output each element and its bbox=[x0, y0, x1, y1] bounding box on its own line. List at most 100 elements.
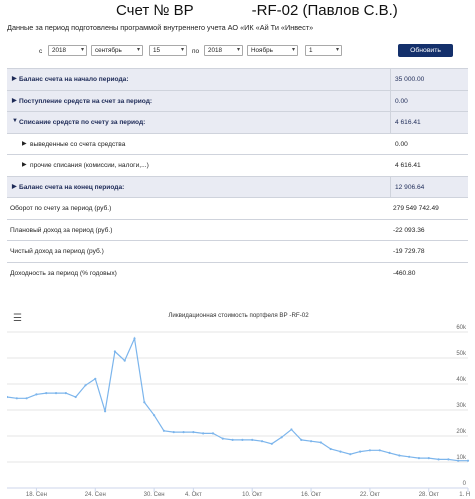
summary-row-value: -460.80 bbox=[393, 269, 416, 277]
y-tick-label: 40k bbox=[456, 377, 467, 383]
data-point bbox=[35, 393, 38, 396]
summary-row[interactable]: ▶ Баланс счета на конец периода: 12 906.64 bbox=[7, 175, 468, 197]
from-day-value: 15 bbox=[153, 47, 161, 54]
x-tick-label: 4. Окт bbox=[185, 492, 202, 498]
triangle-right-icon[interactable]: ▶ bbox=[12, 97, 17, 104]
data-point bbox=[349, 453, 352, 456]
to-month-select[interactable]: Ноябрь ▾ bbox=[247, 45, 298, 56]
title-left: Счет № ВР bbox=[116, 2, 194, 19]
page-title: Счет № ВР -RF-02 (Павлов С.В.) bbox=[116, 2, 398, 19]
summary-row-label: Оборот по счету за период (руб.) bbox=[10, 205, 112, 212]
summary-row-label: Чистый доход за период (руб.) bbox=[10, 248, 104, 255]
from-year-select[interactable]: 2018 ▾ bbox=[48, 45, 87, 56]
summary-row-value: 35 000.00 bbox=[395, 76, 425, 83]
column-divider bbox=[390, 90, 391, 111]
series-line bbox=[7, 336, 468, 462]
data-point bbox=[270, 442, 273, 445]
data-point bbox=[309, 440, 313, 443]
to-day-value: 1 bbox=[309, 47, 313, 54]
summary-row-value: 279 549 742.49 bbox=[393, 205, 439, 212]
column-divider bbox=[390, 69, 391, 90]
data-point bbox=[368, 449, 372, 452]
summary-row-label: Баланс счета на конец периода: bbox=[19, 183, 125, 191]
summary-row-label: Баланс счета на начало периода: bbox=[19, 76, 129, 83]
to-year-select[interactable]: 2018 ▾ bbox=[204, 45, 243, 56]
data-point bbox=[466, 459, 470, 462]
data-point bbox=[7, 395, 9, 399]
y-tick-label: 50k bbox=[456, 351, 467, 357]
from-label: с bbox=[39, 48, 43, 55]
summary-table: ▶ Баланс счета на начало периода: 35 000.0… bbox=[7, 68, 468, 283]
x-tick-label: 24. Сен bbox=[85, 492, 106, 498]
data-point bbox=[133, 337, 136, 340]
data-point bbox=[437, 458, 440, 461]
summary-row[interactable]: ▶ выведенные со счета средства 0.00 bbox=[7, 132, 468, 155]
summary-row: Плановый доход за период (руб.) -22 093.3… bbox=[7, 218, 468, 241]
from-year-value: 2018 bbox=[52, 47, 67, 54]
to-label: по bbox=[192, 48, 200, 55]
summary-row[interactable]: ▶ Поступление средств на счет за период: 0… bbox=[7, 89, 468, 111]
summary-row-value: 0.00 bbox=[395, 140, 408, 148]
triangle-right-icon[interactable]: ▶ bbox=[12, 183, 17, 190]
summary-row: Чистый доход за период (руб.) -19 729.78 bbox=[7, 240, 468, 262]
x-tick-label: 1. Ноя bbox=[459, 492, 470, 498]
menu-icon[interactable]: ☰ bbox=[13, 313, 22, 324]
x-tick-label: 28. Окт bbox=[419, 492, 439, 498]
data-point bbox=[260, 440, 264, 443]
data-point bbox=[300, 438, 303, 441]
from-day-select[interactable]: 15 ▾ bbox=[149, 45, 187, 56]
data-point bbox=[54, 392, 58, 395]
data-point bbox=[74, 395, 77, 399]
data-point bbox=[211, 432, 215, 435]
x-tick-label: 10. Окт bbox=[242, 492, 262, 498]
summary-row-value: 4 616.41 bbox=[395, 162, 421, 169]
chevron-down-icon: ▾ bbox=[236, 47, 240, 53]
data-point bbox=[25, 397, 28, 400]
data-point bbox=[143, 401, 146, 404]
page-subtitle: Данные за период подготовлены программой… bbox=[7, 23, 314, 32]
data-point bbox=[123, 359, 126, 362]
summary-row[interactable]: ▶ прочие списания (комиссии, налоги,...) 4… bbox=[7, 154, 468, 176]
y-tick-label: 10k bbox=[456, 455, 467, 461]
chevron-down-icon: ▾ bbox=[80, 47, 84, 53]
x-tick-label: 18. Сен bbox=[26, 492, 47, 498]
data-point bbox=[290, 428, 293, 431]
period-filters: с 2018 ▾ сентябрь ▾ 15 ▾ по 2018 ▾ Ноябрь ▾ 1… bbox=[0, 44, 475, 60]
chart-svg: 0 10k 20k 30k 40k 50k 60k 18. Сен 24. Сен 30. Сен… bbox=[7, 325, 470, 498]
triangle-right-icon[interactable]: ▶ bbox=[22, 140, 27, 147]
summary-row-value: 4 616.41 bbox=[395, 119, 421, 126]
triangle-right-icon[interactable]: ▶ bbox=[12, 76, 17, 82]
chevron-down-icon: ▾ bbox=[335, 47, 339, 53]
y-tick-label: 60k bbox=[456, 325, 467, 331]
refresh-button[interactable]: Обновить bbox=[398, 44, 453, 57]
x-tick-label: 30. Сен bbox=[144, 492, 165, 498]
summary-row-value: 12 906.64 bbox=[395, 183, 425, 191]
chevron-down-icon: ▾ bbox=[291, 47, 295, 53]
data-point bbox=[15, 397, 18, 400]
data-point bbox=[231, 438, 234, 441]
summary-row[interactable]: ▶ Баланс счета на начало периода: 35 000.0… bbox=[7, 68, 468, 90]
data-point bbox=[280, 436, 283, 439]
chart-title: Ликвидационная стоимость портфеля ВР -RF… bbox=[168, 312, 309, 319]
summary-row-value: -22 093.36 bbox=[393, 226, 425, 234]
summary-row-value: -19 729.78 bbox=[393, 248, 425, 255]
y-tick-label: 30k bbox=[456, 403, 467, 409]
triangle-down-icon[interactable]: ▼ bbox=[12, 118, 18, 124]
data-point bbox=[192, 431, 195, 434]
summary-row: Доходность за период (% годовых) -460.80 bbox=[7, 261, 468, 284]
chevron-down-icon: ▾ bbox=[136, 47, 140, 53]
to-day-select[interactable]: 1 ▾ bbox=[305, 45, 342, 56]
data-point bbox=[221, 437, 224, 440]
x-tick-label: 16. Окт bbox=[301, 492, 321, 498]
data-point bbox=[45, 392, 48, 395]
triangle-right-icon[interactable]: ▶ bbox=[22, 162, 27, 168]
data-point bbox=[64, 392, 67, 395]
from-month-select[interactable]: сентябрь ▾ bbox=[91, 45, 143, 56]
data-point bbox=[251, 438, 254, 441]
data-point bbox=[378, 449, 381, 452]
summary-row[interactable]: ▼ Списание средств по счету за период: 4 6… bbox=[7, 111, 468, 133]
column-divider bbox=[390, 176, 391, 197]
summary-row-label: прочие списания (комиссии, налоги,...) bbox=[30, 162, 149, 169]
data-point bbox=[408, 455, 411, 458]
summary-row-label: Списание средств по счету за период: bbox=[19, 119, 146, 126]
